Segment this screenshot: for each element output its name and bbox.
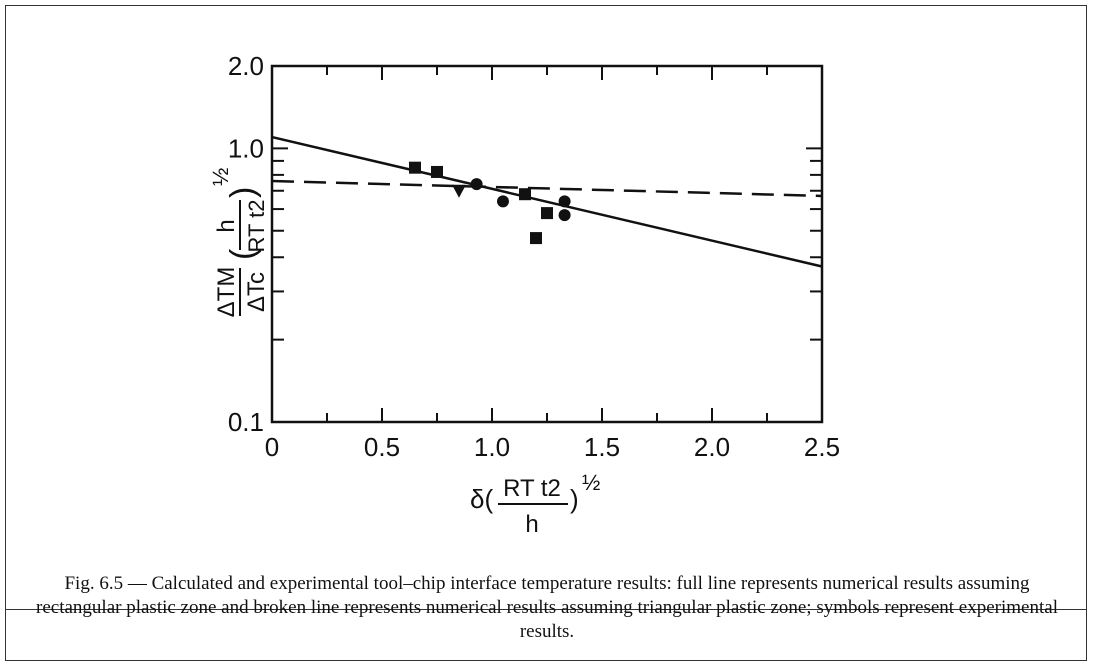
caption-divider bbox=[5, 609, 1087, 610]
xlabel-suffix: ) bbox=[570, 484, 579, 514]
circle-marker bbox=[497, 195, 509, 208]
y-tick-label: 1.0 bbox=[228, 133, 264, 163]
ylabel-exponent: ½ bbox=[208, 168, 233, 186]
chart: 0 0.5 1.0 1.5 2.0 2.5 0.1 1.0 2.0 ΔTM ΔTc ( h RT… bbox=[208, 51, 840, 538]
circle-marker bbox=[470, 178, 483, 191]
ylabel-open-paren: ( bbox=[224, 248, 262, 260]
square-marker bbox=[519, 188, 531, 201]
x-tick-label: 1.0 bbox=[474, 432, 510, 462]
square-marker bbox=[431, 165, 443, 178]
rectangular-zone-line bbox=[271, 135, 823, 268]
ylabel-inner-den: RT t2 bbox=[244, 200, 269, 253]
series-lines bbox=[271, 135, 823, 268]
xlabel-prefix: δ( bbox=[470, 484, 493, 514]
y-tick-label: 2.0 bbox=[228, 51, 264, 81]
x-tick-label: 2.5 bbox=[804, 432, 840, 462]
y-axis-label: ΔTM ΔTc ( h RT t2 ) ½ bbox=[208, 168, 270, 318]
ylabel-frac-den: ΔTc bbox=[243, 272, 270, 312]
x-tick-label: 1.5 bbox=[584, 432, 620, 462]
x-tick-label: 0 bbox=[265, 432, 279, 462]
plot-area bbox=[270, 64, 824, 424]
square-marker bbox=[530, 232, 542, 245]
xlabel-denominator: h bbox=[525, 511, 538, 538]
ylabel-inner-num: h bbox=[213, 219, 240, 232]
y-tick-label: 0.1 bbox=[228, 407, 264, 437]
xlabel-numerator: RT t2 bbox=[503, 475, 561, 502]
series-markers bbox=[409, 161, 571, 245]
ylabel-frac-num: ΔTM bbox=[213, 267, 240, 318]
triangle-marker bbox=[452, 184, 466, 198]
figure-caption: Fig. 6.5 — Calculated and experimental t… bbox=[36, 573, 1058, 642]
circle-marker bbox=[558, 209, 571, 222]
tick-labels: 0 0.5 1.0 1.5 2.0 2.5 0.1 1.0 2.0 bbox=[228, 51, 840, 462]
x-tick-label: 2.0 bbox=[694, 432, 730, 462]
xlabel-exponent: ½ bbox=[582, 470, 600, 495]
axis-ticks bbox=[271, 65, 823, 423]
ylabel-close-paren: ) bbox=[224, 187, 262, 198]
square-marker bbox=[409, 161, 421, 174]
square-marker bbox=[541, 207, 553, 220]
figure-frame bbox=[5, 5, 1087, 661]
circle-marker bbox=[558, 195, 571, 208]
x-axis-label: δ( RT t2 h ) ½ bbox=[470, 470, 600, 538]
triangular-zone-line bbox=[271, 179, 823, 198]
x-tick-label: 0.5 bbox=[364, 432, 400, 462]
